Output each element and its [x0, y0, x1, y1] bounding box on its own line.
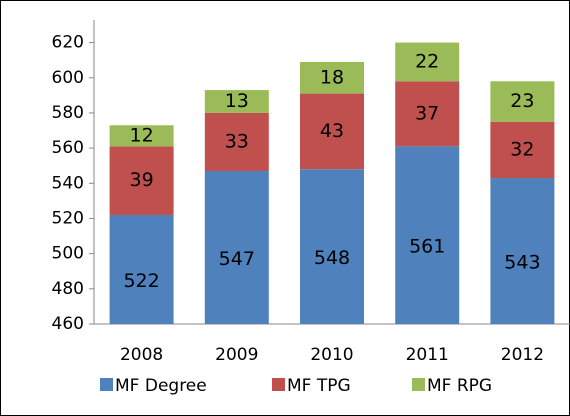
- data-label: 12: [130, 124, 154, 146]
- data-label: 13: [225, 90, 249, 112]
- x-tick-label: 2011: [406, 345, 449, 365]
- bar-segment: [109, 214, 174, 324]
- legend-swatch: [100, 378, 113, 391]
- bar-segment: [490, 81, 555, 122]
- data-label: 23: [510, 90, 534, 112]
- data-label: 43: [320, 120, 344, 142]
- data-label: 33: [225, 130, 249, 152]
- bar-segment: [300, 93, 364, 170]
- y-tick-label: 600: [52, 68, 84, 88]
- bar-segment: [395, 146, 460, 324]
- bar-segment: [395, 81, 460, 147]
- data-label: 22: [415, 50, 439, 72]
- bar-segment: [300, 169, 364, 324]
- legend-label: MF Degree: [115, 376, 207, 396]
- y-tick-label: 560: [52, 138, 84, 158]
- y-tick-label: 480: [52, 279, 84, 299]
- bar-segment: [395, 42, 460, 82]
- y-tick-label: 540: [52, 173, 84, 193]
- bar-segment: [204, 90, 269, 113]
- data-label: 561: [409, 236, 445, 258]
- y-tick-label: 460: [52, 314, 84, 334]
- legend-swatch: [272, 378, 285, 391]
- bar-segment: [490, 121, 555, 179]
- y-tick-label: 620: [52, 33, 84, 53]
- data-label: 32: [510, 138, 534, 160]
- data-label: 543: [504, 252, 540, 274]
- y-tick-label: 500: [52, 244, 84, 264]
- data-label: 548: [314, 247, 350, 269]
- data-label: 37: [415, 102, 439, 124]
- bar-segment: [490, 178, 555, 324]
- legend-label: MF TPG: [287, 376, 351, 396]
- bar-segment: [109, 146, 174, 215]
- x-tick-label: 2009: [215, 345, 258, 365]
- x-tick-label: 2008: [120, 345, 163, 365]
- data-label: 522: [123, 270, 159, 292]
- data-label: 18: [320, 66, 344, 88]
- legend-swatch: [412, 378, 425, 391]
- bar-segment: [204, 112, 269, 171]
- legend-label: MF RPG: [427, 376, 492, 396]
- y-tick-label: 520: [52, 208, 84, 228]
- bar-segment: [109, 125, 174, 147]
- bar-segment: [204, 170, 269, 324]
- data-label: 39: [130, 169, 154, 191]
- data-label: 547: [219, 248, 255, 270]
- bar-segment: [300, 61, 364, 94]
- x-tick-label: 2010: [310, 345, 353, 365]
- x-tick-label: 2012: [501, 345, 544, 365]
- y-tick-label: 580: [52, 103, 84, 123]
